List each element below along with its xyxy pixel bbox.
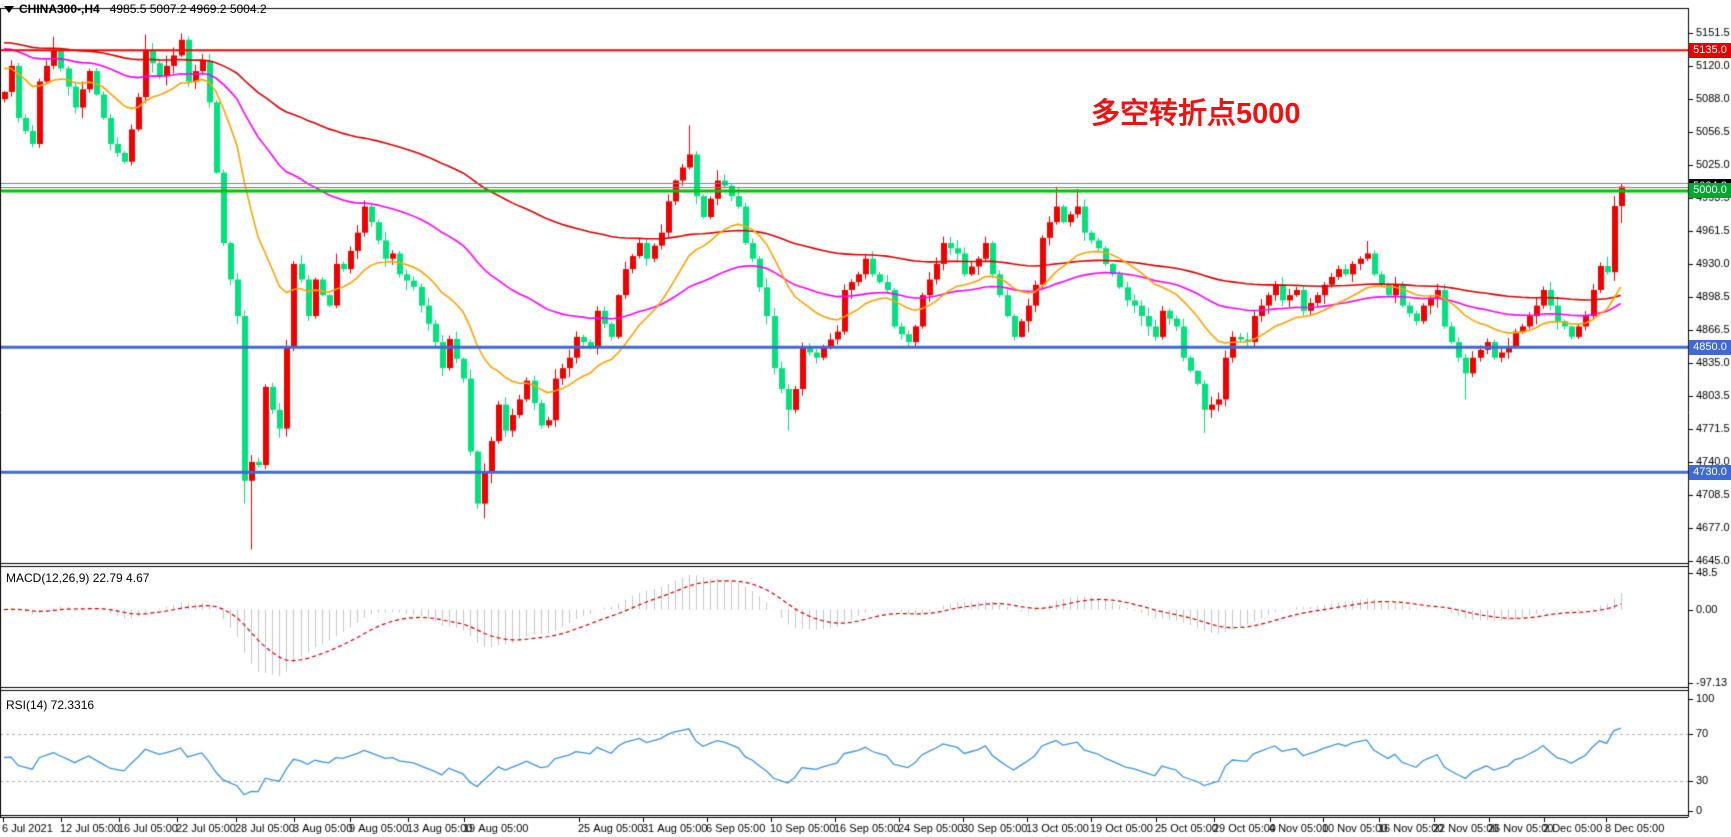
level-price-badge: 5000.0	[1689, 183, 1731, 199]
level-price-badge: 4730.0	[1689, 464, 1731, 480]
level-price-badge: 4850.0	[1689, 339, 1731, 355]
symbol-title: CHINA300-,H4 4985.5 5007.2 4969.2 5004.2	[4, 2, 267, 16]
symbol-dropdown-icon[interactable]	[4, 6, 14, 14]
symbol-period-label: CHINA300-,H4	[19, 2, 100, 16]
ohlc-values: 4985.5 5007.2 4969.2 5004.2	[109, 2, 267, 16]
level-price-badge: 5135.0	[1689, 42, 1731, 58]
macd-indicator-label: MACD(12,26,9) 22.79 4.67	[6, 571, 150, 585]
rsi-indicator-label: RSI(14) 72.3316	[6, 698, 95, 712]
price-annotation: 多空转折点5000	[1091, 98, 1301, 130]
